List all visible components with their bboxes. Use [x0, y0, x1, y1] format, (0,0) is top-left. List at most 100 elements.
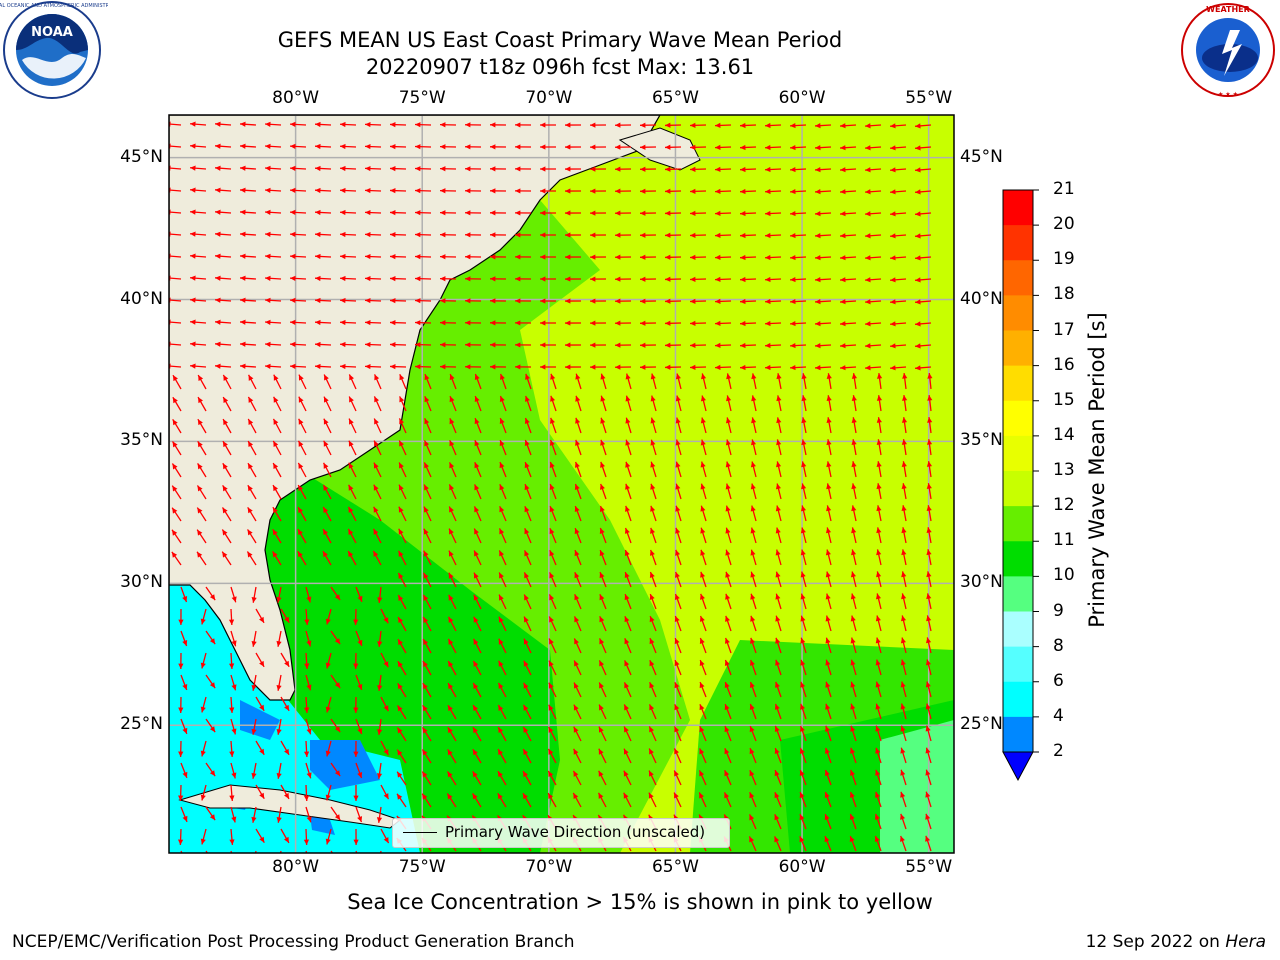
wave-direction-arrow [876, 395, 883, 412]
wave-direction-arrow [825, 527, 832, 544]
wave-direction-arrow [699, 726, 707, 742]
wave-direction-arrow [472, 793, 482, 808]
wave-direction-arrow [775, 681, 782, 698]
wave-direction-arrow [625, 417, 632, 434]
wave-direction-arrow [172, 374, 182, 390]
wave-direction-arrow [839, 255, 857, 261]
wave-direction-arrow [214, 363, 232, 369]
wave-direction-arrow [473, 572, 482, 588]
wave-direction-arrow [749, 725, 757, 742]
wave-direction-arrow [750, 549, 757, 566]
wave-direction-arrow [247, 396, 257, 412]
wave-direction-arrow [297, 462, 307, 478]
wave-direction-arrow [449, 417, 457, 434]
wave-direction-arrow [247, 418, 257, 434]
wave-direction-arrow [673, 792, 682, 808]
wave-direction-arrow [725, 615, 732, 632]
wave-direction-arrow [214, 209, 232, 215]
legend-label: Primary Wave Direction (unscaled) [445, 823, 706, 841]
colorbar-segment [1003, 716, 1033, 753]
wave-direction-arrow [851, 417, 857, 434]
wave-direction-arrow [339, 319, 357, 326]
wave-direction-arrow [255, 608, 265, 624]
wave-direction-arrow [826, 417, 832, 434]
wave-direction-arrow [364, 187, 382, 194]
wave-direction-arrow [814, 167, 832, 173]
wave-direction-arrow [600, 373, 607, 390]
wave-direction-arrow [339, 231, 357, 238]
wave-direction-arrow [901, 593, 907, 610]
wave-direction-arrow [414, 276, 432, 282]
wave-direction-arrow [497, 726, 507, 742]
wave-direction-arrow [498, 572, 507, 588]
wave-direction-arrow [900, 813, 907, 830]
wave-direction-arrow [297, 506, 307, 522]
wave-direction-arrow [380, 740, 390, 756]
wave-direction-arrow [851, 483, 857, 500]
wave-direction-arrow [380, 608, 389, 624]
wave-direction-arrow [525, 373, 532, 390]
wave-direction-arrow [614, 122, 632, 128]
wave-direction-arrow [589, 232, 607, 238]
wave-direction-arrow [221, 507, 232, 522]
wave-direction-arrow [674, 659, 682, 676]
wave-direction-arrow [180, 806, 188, 823]
lat-tick-label: 35°N [960, 430, 1003, 451]
wave-direction-arrow [814, 277, 832, 283]
wave-direction-arrow [725, 505, 732, 522]
wave-direction-arrow [439, 210, 457, 216]
wave-direction-arrow [701, 373, 707, 390]
wave-direction-arrow [397, 572, 407, 588]
wave-direction-arrow [925, 703, 932, 720]
wave-direction-arrow [439, 320, 457, 326]
wave-direction-arrow [549, 572, 557, 588]
wave-direction-arrow [325, 784, 332, 801]
wave-direction-arrow [339, 143, 357, 150]
wave-direction-arrow [664, 364, 682, 370]
wave-direction-arrow [389, 342, 407, 348]
wave-direction-arrow [724, 703, 732, 720]
wave-direction-arrow [673, 726, 682, 742]
wave-direction-arrow [423, 484, 432, 500]
wave-direction-arrow [239, 253, 257, 259]
wave-direction-arrow [826, 373, 832, 390]
footer-credit: NCEP/EMC/Verification Post Processing Pr… [12, 932, 575, 952]
lat-tick-label: 35°N [120, 430, 163, 451]
wave-direction-arrow [839, 211, 857, 217]
wave-direction-arrow [172, 418, 182, 434]
wave-direction-arrow [489, 298, 507, 304]
wave-direction-arrow [750, 571, 757, 588]
wave-direction-arrow [598, 660, 607, 676]
wave-direction-arrow [472, 726, 482, 742]
wave-direction-arrow [700, 395, 707, 412]
wave-direction-arrow [574, 527, 582, 544]
wave-direction-arrow [364, 341, 382, 348]
wave-direction-arrow [927, 373, 933, 390]
wave-direction-arrow [739, 276, 757, 283]
wave-direction-arrow [689, 364, 707, 370]
wave-direction-arrow [589, 342, 607, 348]
wave-direction-arrow [447, 660, 457, 676]
map-frame [168, 114, 955, 854]
wave-direction-arrow [775, 637, 782, 654]
wave-direction-arrow [280, 740, 290, 756]
wave-direction-arrow [850, 637, 857, 654]
wave-direction-arrow [624, 571, 632, 588]
wave-direction-arrow [800, 505, 807, 522]
wave-direction-arrow [323, 374, 332, 390]
wave-direction-arrow [348, 440, 357, 456]
colorbar-segment [1003, 576, 1033, 612]
colorbar-label: Primary Wave Mean Period [s] [1085, 312, 1109, 628]
wave-direction-arrow [239, 143, 257, 149]
wave-direction-arrow [230, 586, 237, 603]
wave-direction-arrow [548, 638, 557, 654]
wave-direction-arrow [280, 784, 290, 800]
wave-direction-arrow [764, 298, 782, 305]
wave-direction-arrow [774, 747, 782, 764]
wave-direction-arrow [398, 462, 407, 478]
wave-direction-arrow [915, 343, 932, 349]
wave-direction-arrow [639, 188, 657, 194]
wave-direction-arrow [614, 210, 632, 216]
wave-direction-arrow [499, 417, 507, 434]
wave-direction-arrow [750, 615, 757, 632]
